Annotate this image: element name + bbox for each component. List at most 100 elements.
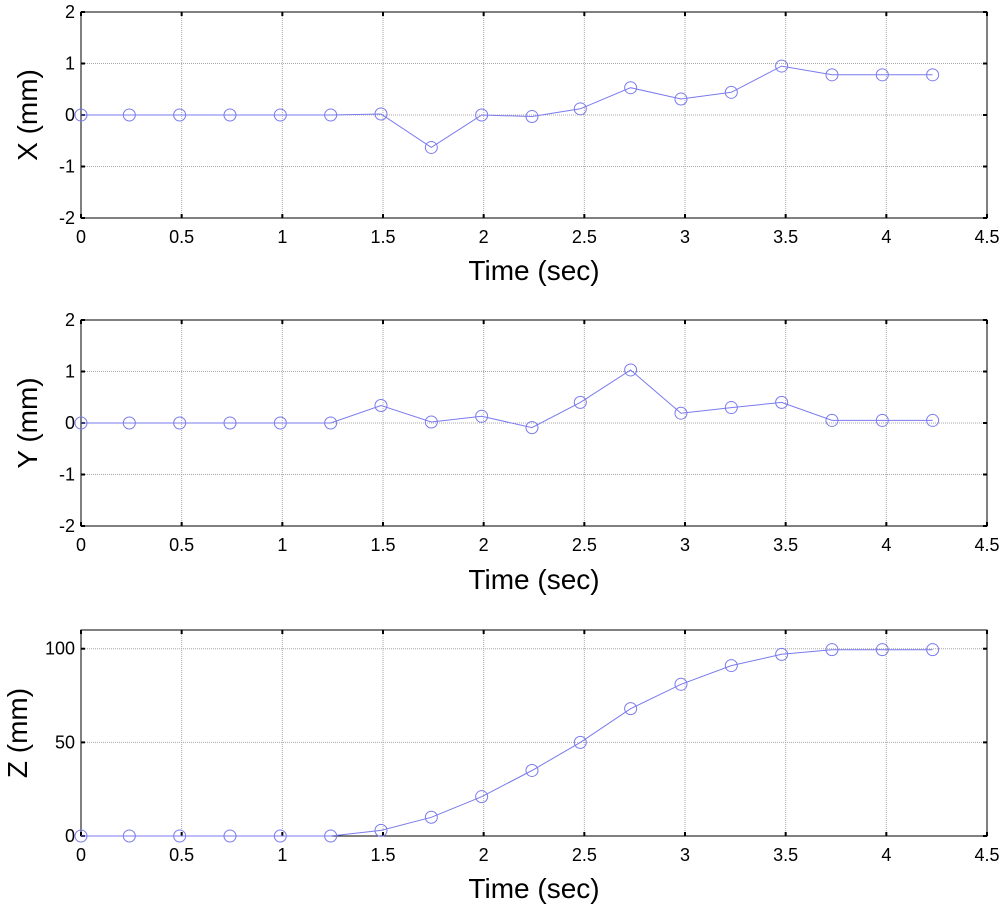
x-tick-label: 4.5 [974, 535, 999, 555]
data-point [573, 735, 587, 749]
subplot-3: 0 0.5 1 1.5 2 2.5 3 3.5 4 4.5 0 50 100 Time (sec) Z (m… [2, 629, 1000, 904]
x-axis-label: Time (sec) [468, 873, 599, 904]
y-tick-label: 50 [55, 732, 75, 752]
data-point [475, 409, 489, 423]
data-point [273, 829, 287, 843]
subplot-1: 0 0.5 1 1.5 2 2.5 3 3.5 4 4.5 -2 -1 0 1 2 Time (sec) X (… [12, 2, 1000, 286]
data-point [875, 643, 889, 657]
data-point [775, 395, 789, 409]
data-point [724, 401, 738, 415]
data-point [173, 108, 187, 122]
data-point [724, 659, 738, 673]
data-point [674, 92, 688, 106]
x-tick-label: 1.5 [370, 535, 395, 555]
data-point [122, 416, 136, 430]
x-tick-label: 3.5 [773, 845, 798, 865]
data-point [775, 647, 789, 661]
y-axis-label: X (mm) [12, 69, 43, 161]
data-point [374, 398, 388, 412]
y-tick-label: -2 [59, 208, 75, 228]
x-tick-label: 3 [680, 535, 690, 555]
data-point [475, 790, 489, 804]
data-point [573, 102, 587, 116]
data-point [825, 413, 839, 427]
x-tick-label: 3 [680, 845, 690, 865]
data-point [122, 108, 136, 122]
y-tick-label: 0 [65, 826, 75, 846]
data-point [825, 68, 839, 82]
x-tick-label: 1 [277, 535, 287, 555]
data-point [424, 415, 438, 429]
x-tick-label: 1 [277, 845, 287, 865]
data-point [875, 413, 889, 427]
x-tick-label: 0.5 [169, 845, 194, 865]
data-point [926, 68, 940, 82]
x-tick-label: 2 [479, 227, 489, 247]
axes-box [80, 629, 988, 837]
x-tick-label: 4.5 [974, 227, 999, 247]
x-tick-label: 4.5 [974, 845, 999, 865]
y-tick-label: 0 [65, 413, 75, 433]
data-point [926, 643, 940, 657]
y-tick-label: 1 [65, 362, 75, 382]
data-point [624, 81, 638, 95]
data-point [525, 763, 539, 777]
y-tick-label: -2 [59, 516, 75, 536]
x-tick-label: 0 [76, 535, 86, 555]
y-tick-label: -1 [59, 157, 75, 177]
x-tick-label: 2 [479, 535, 489, 555]
data-point [122, 829, 136, 843]
x-tick-label: 4 [881, 845, 891, 865]
data-point [724, 85, 738, 99]
data-point [324, 829, 338, 843]
x-tick-label: 0 [76, 845, 86, 865]
x-tick-label: 0.5 [169, 227, 194, 247]
x-tick-label: 4 [881, 227, 891, 247]
data-point [624, 702, 638, 716]
data-point [775, 59, 789, 73]
series-line [81, 65, 933, 148]
data-point [475, 108, 489, 122]
x-tick-label: 1 [277, 227, 287, 247]
x-tick-label: 2.5 [572, 845, 597, 865]
x-tick-label: 0.5 [169, 535, 194, 555]
data-point [74, 416, 88, 430]
data-point [374, 823, 388, 837]
x-tick-label: 1.5 [370, 227, 395, 247]
x-axis-label: Time (sec) [468, 564, 599, 595]
y-tick-label: 2 [65, 310, 75, 330]
x-axis-label: Time (sec) [468, 255, 599, 286]
data-point [273, 416, 287, 430]
data-point [173, 829, 187, 843]
y-tick-label: 100 [45, 639, 75, 659]
x-tick-label: 1.5 [370, 845, 395, 865]
y-tick-label: 0 [65, 105, 75, 125]
data-point [223, 108, 237, 122]
data-point [173, 416, 187, 430]
data-point [674, 406, 688, 420]
data-point [525, 110, 539, 124]
x-tick-label: 2.5 [572, 227, 597, 247]
data-point [674, 677, 688, 691]
data-point [424, 810, 438, 824]
data-point [223, 829, 237, 843]
data-point [273, 108, 287, 122]
x-tick-label: 3 [680, 227, 690, 247]
data-point [624, 363, 638, 377]
x-tick-label: 3.5 [773, 535, 798, 555]
x-tick-label: 4 [881, 535, 891, 555]
x-tick-label: 2.5 [572, 535, 597, 555]
series-line [81, 369, 933, 429]
data-point [525, 421, 539, 435]
data-point [926, 413, 940, 427]
data-point [424, 140, 438, 154]
data-point [324, 108, 338, 122]
data-point [875, 68, 889, 82]
data-point [74, 108, 88, 122]
x-tick-label: 0 [76, 227, 86, 247]
data-point [324, 416, 338, 430]
x-tick-label: 2 [479, 845, 489, 865]
subplot-2: 0 0.5 1 1.5 2 2.5 3 3.5 4 4.5 -2 -1 0 1 2 Time (sec) Y (… [12, 310, 1000, 595]
data-point [825, 643, 839, 657]
